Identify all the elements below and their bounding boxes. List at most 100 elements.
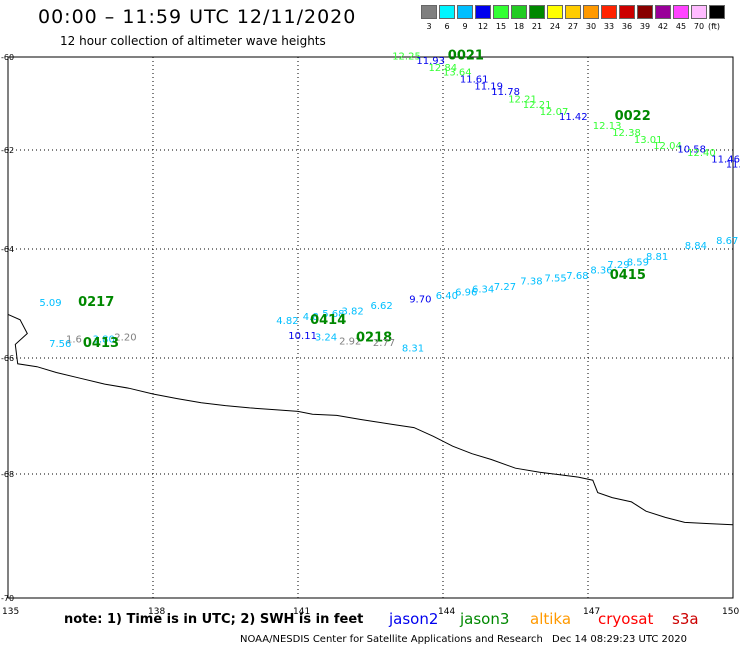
- map-title: 00:00 – 11:59 UTC 12/11/2020: [38, 6, 357, 28]
- longitude-tick-label: 138: [148, 607, 165, 617]
- wave-height-label: 2.77: [373, 338, 395, 349]
- wave-height-label: 10.11: [288, 331, 317, 342]
- wave-height-label: 8.36: [590, 266, 612, 277]
- wave-height-label: 6.96: [455, 287, 477, 298]
- legend-swatch: [493, 5, 509, 19]
- wave-height-label: 12.38: [612, 128, 641, 139]
- wave-height-label: 7.55: [545, 274, 567, 285]
- map-subtitle: 12 hour collection of altimeter wave hei…: [60, 34, 326, 48]
- antarctic-coastline: [7, 313, 734, 526]
- wave-height-label: 12.13: [593, 121, 622, 132]
- wave-height-label: 6.62: [371, 301, 393, 312]
- footer-note: note: 1) Time is in UTC; 2) SWH is in fe…: [64, 612, 364, 627]
- legend-swatch: [691, 5, 707, 19]
- longitude-tick-label: 141: [293, 607, 310, 617]
- legend-bin-label: 70: [693, 22, 705, 31]
- satellite-name-jason2: jason2: [389, 610, 439, 628]
- latitude-tick-label: -62: [1, 146, 14, 155]
- wave-height-label: 9.70: [409, 294, 431, 305]
- legend-bin-label: 18: [513, 22, 525, 31]
- wave-height-label: 11.46: [711, 154, 740, 165]
- longitude-tick-label: 135: [2, 607, 19, 617]
- wave-height-label: 4.82: [276, 316, 298, 327]
- wave-height-label: 5.68: [322, 309, 344, 320]
- wave-height-label: 4.8: [303, 312, 319, 323]
- wave-height-label: 3.80: [93, 335, 115, 346]
- wave-height-label: 6.40: [436, 291, 458, 302]
- wave-height-label: 3.24: [315, 333, 337, 344]
- satellite-name-altika: altika: [530, 610, 572, 628]
- generated-timestamp: Dec 14 08:29:23 UTC 2020: [552, 634, 687, 645]
- satellite-name-jason3: jason3: [460, 610, 510, 628]
- legend-swatch: [421, 5, 437, 19]
- legend-swatch: [529, 5, 545, 19]
- wave-height-label: 11.61: [460, 75, 489, 86]
- wave-height-label: 7.29: [607, 260, 629, 271]
- wave-height-label: 7.56: [49, 339, 71, 350]
- wave-height-label: 2.20: [114, 333, 136, 344]
- wave-height-label: 7.38: [520, 276, 542, 287]
- wave-height-label: 12.21: [523, 100, 552, 111]
- legend-bin-label: 9: [462, 22, 468, 31]
- legend-bin-label: 45: [675, 22, 687, 31]
- wave-height-label: 10.58: [677, 145, 706, 156]
- latitude-tick-label: -70: [1, 594, 14, 603]
- legend-swatch: [439, 5, 455, 19]
- latitude-tick-label: -60: [1, 53, 14, 62]
- wave-height-label: 8.67: [716, 236, 738, 247]
- pass-time-label: 0415: [610, 268, 646, 283]
- wave-height-label: 12.07: [540, 107, 569, 118]
- legend-bin-label: 3: [426, 22, 432, 31]
- wave-height-label: 1.6: [66, 335, 82, 346]
- legend-swatch: [457, 5, 473, 19]
- wave-height-label: 11.19: [474, 82, 503, 93]
- wave-height-label: 8.84: [685, 241, 707, 252]
- wave-height-label: 13.01: [634, 135, 663, 146]
- legend-bin-label: 42: [657, 22, 669, 31]
- wave-height-label: 11.78: [491, 87, 520, 98]
- legend-bin-label: 33: [603, 22, 615, 31]
- legend-bin-label: 39: [639, 22, 651, 31]
- pass-time-label: 0217: [78, 295, 114, 310]
- wave-height-label: 11.93: [416, 56, 445, 67]
- wave-height-label: 8.81: [646, 252, 668, 263]
- legend-bin-label: 21: [531, 22, 543, 31]
- wave-height-label: 3.82: [342, 306, 364, 317]
- wave-height-label: 11.3: [726, 159, 740, 170]
- wave-height-label: 12.21: [508, 95, 537, 106]
- legend-bin-label: 15: [495, 22, 507, 31]
- wave-height-label: 12.84: [429, 63, 458, 74]
- map-frame: [7, 56, 734, 599]
- legend-bin-label: 27: [567, 22, 579, 31]
- legend-swatch: [637, 5, 653, 19]
- wave-height-label: 2.92: [339, 336, 361, 347]
- legend-unit-label: (ft): [708, 22, 721, 31]
- credit-text: NOAA/NESDIS Center for Satellite Applica…: [240, 634, 543, 645]
- wave-height-label: 7.27: [494, 282, 516, 293]
- satellite-name-s3a: s3a: [672, 610, 699, 628]
- wave-height-label: 6.34: [472, 285, 494, 296]
- legend-swatch: [475, 5, 491, 19]
- pass-time-label: 0413: [83, 336, 119, 351]
- legend-swatch: [511, 5, 527, 19]
- pass-time-label: 0218: [356, 331, 392, 346]
- latitude-tick-label: -64: [1, 245, 14, 254]
- wave-height-label: 13.64: [443, 68, 472, 79]
- legend-swatch: [547, 5, 563, 19]
- pass-time-label: 0021: [448, 48, 484, 63]
- wave-height-label: 8.31: [402, 344, 424, 355]
- legend-swatch: [619, 5, 635, 19]
- latitude-tick-label: -68: [1, 470, 14, 479]
- wave-height-label: 12.04: [653, 141, 682, 152]
- legend-swatch: [655, 5, 671, 19]
- legend-bin-label: 12: [477, 22, 489, 31]
- wave-height-label: 12.25: [392, 51, 421, 62]
- legend-swatch: [673, 5, 689, 19]
- wave-height-label: 12.40: [687, 148, 716, 159]
- legend-bin-label: 30: [585, 22, 597, 31]
- legend-swatch: [565, 5, 581, 19]
- wave-height-label: 11.42: [559, 112, 588, 123]
- satellite-name-cryosat: cryosat: [598, 610, 654, 628]
- latitude-tick-label: -66: [1, 354, 14, 363]
